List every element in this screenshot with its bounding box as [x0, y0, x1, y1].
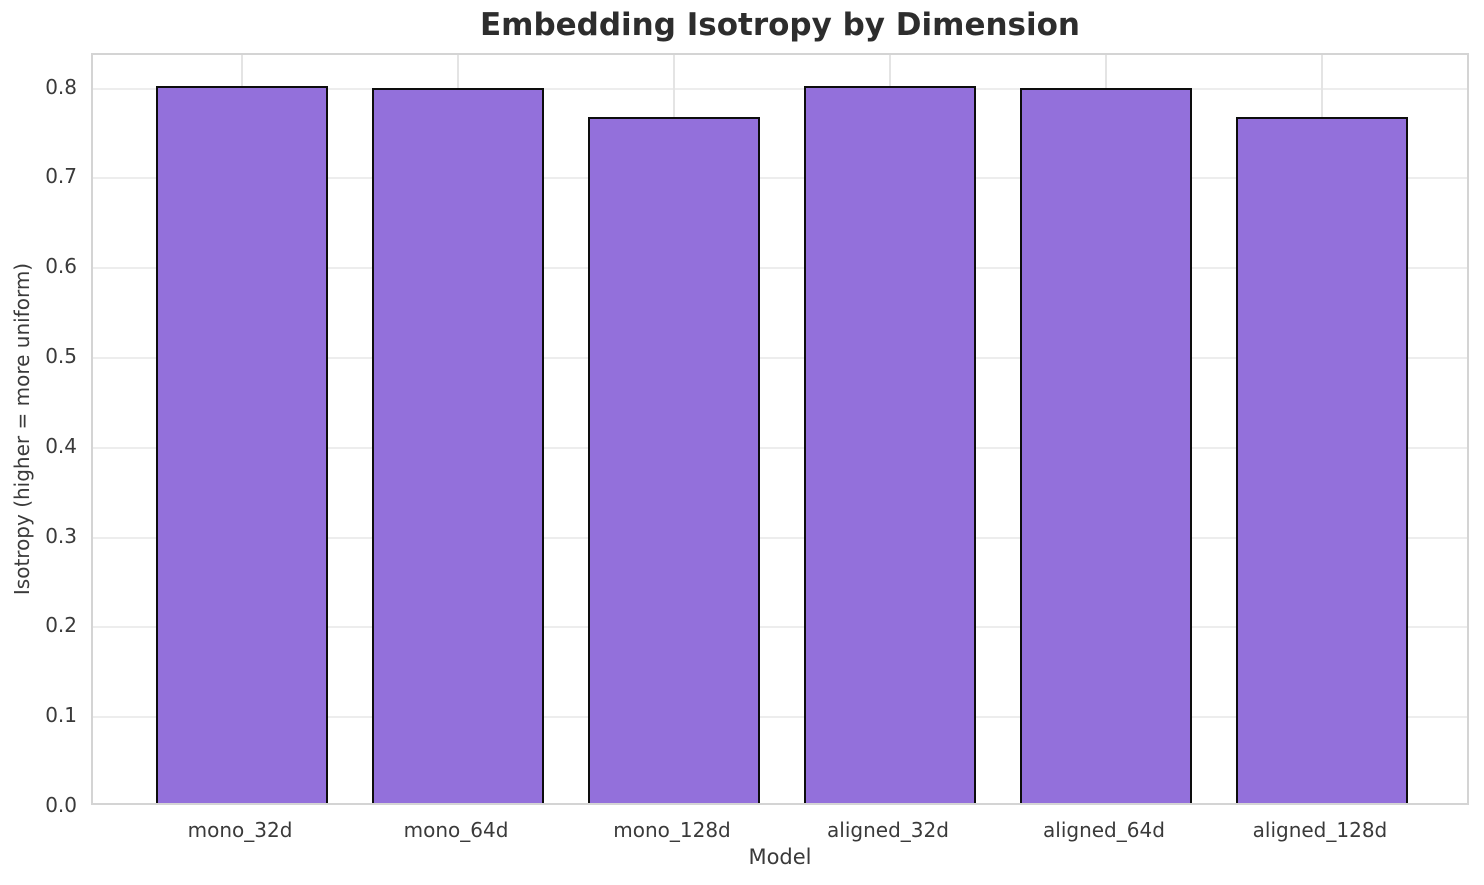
y-tick-label: 0.5: [45, 344, 77, 369]
gridline-horizontal: [93, 536, 1467, 539]
bar-mono_64d: [371, 88, 545, 803]
y-tick-label: 0.0: [45, 793, 77, 817]
x-tick-label: aligned_32d: [827, 818, 949, 842]
bar-mono_128d: [587, 117, 761, 803]
x-tick-label: aligned_64d: [1043, 818, 1165, 842]
x-axis-label: Model: [748, 845, 812, 869]
gridline-horizontal: [93, 267, 1467, 270]
y-tick-label: 0.8: [45, 74, 77, 99]
bar-mono_32d: [155, 86, 329, 803]
chart-title: Embedding Isotropy by Dimension: [479, 7, 1081, 43]
y-tick-label: 0.1: [45, 703, 77, 728]
x-tick-label: mono_128d: [613, 818, 731, 842]
gridline-horizontal: [93, 177, 1467, 180]
y-tick-label: 0.2: [45, 613, 77, 638]
plot-area: [91, 53, 1469, 805]
gridline-horizontal: [93, 716, 1467, 719]
x-tick-label: mono_64d: [403, 818, 509, 842]
y-tick-label: 0.3: [45, 523, 77, 548]
y-tick-label: 0.7: [45, 164, 77, 189]
gridline-horizontal: [93, 626, 1467, 629]
y-tick-label: 0.4: [45, 433, 77, 458]
x-tick-label: mono_32d: [187, 818, 293, 842]
y-tick-label: 0.6: [45, 254, 77, 279]
x-tick-label: aligned_128d: [1252, 818, 1388, 842]
gridline-horizontal: [93, 357, 1467, 360]
gridline-horizontal: [93, 87, 1467, 90]
bar-aligned_64d: [1019, 88, 1193, 803]
gridline-horizontal: [93, 446, 1467, 449]
bar-aligned_128d: [1235, 117, 1409, 803]
bar-aligned_32d: [803, 86, 977, 803]
